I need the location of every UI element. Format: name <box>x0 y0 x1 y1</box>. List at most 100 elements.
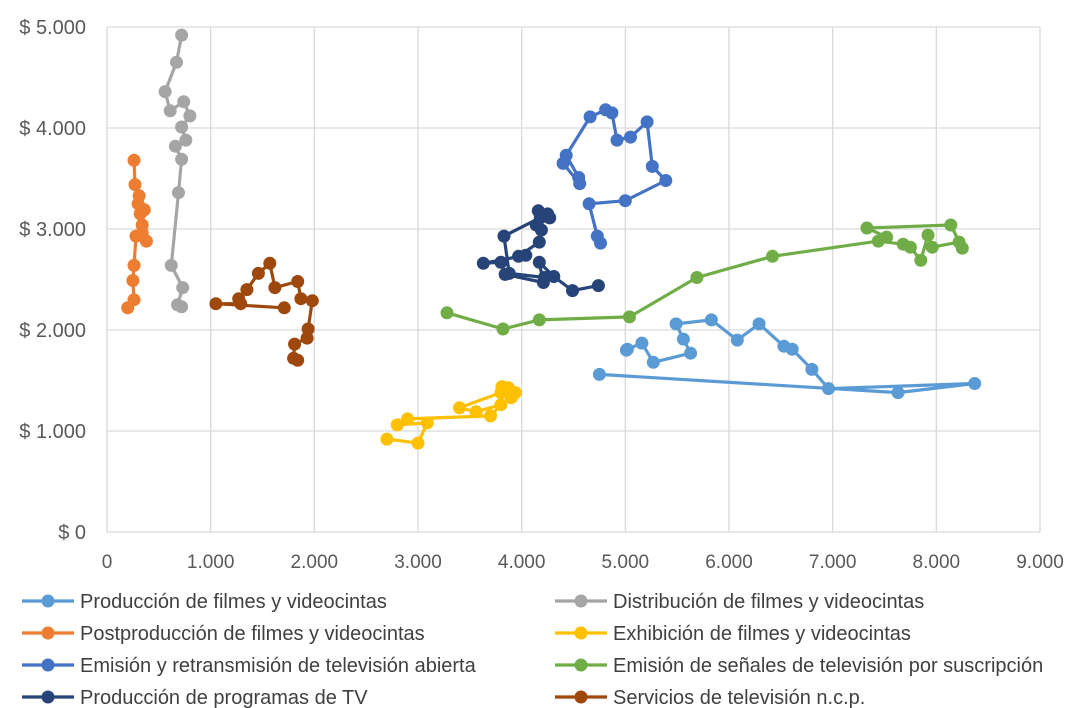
data-point <box>860 221 874 235</box>
data-point <box>669 317 683 331</box>
legend-item: Producción de filmes y videocintas <box>22 591 387 613</box>
legend-item: Servicios de televisión n.c.p. <box>555 687 865 708</box>
data-point <box>676 332 690 346</box>
data-point <box>163 104 177 118</box>
data-point <box>440 306 454 320</box>
x-tick-label: 3.000 <box>394 552 442 573</box>
data-point <box>277 301 291 315</box>
legend-swatch-marker <box>41 690 55 704</box>
data-point <box>497 229 511 243</box>
legend-label: Distribución de filmes y videocintas <box>613 591 924 613</box>
data-point <box>532 313 546 327</box>
data-point <box>175 120 189 134</box>
data-point <box>646 355 660 369</box>
legend-swatch-marker <box>41 626 55 640</box>
x-tick-label: 7.000 <box>809 552 857 573</box>
series-3 <box>380 380 522 450</box>
data-point <box>690 271 704 284</box>
data-point <box>583 110 597 124</box>
data-point <box>903 240 917 254</box>
data-point <box>127 153 141 167</box>
data-point <box>556 156 570 170</box>
data-point <box>268 281 282 295</box>
data-point <box>805 362 819 376</box>
series-line <box>597 318 977 395</box>
data-point <box>925 240 939 254</box>
data-point <box>766 249 779 263</box>
data-point <box>263 256 277 270</box>
y-axis-ticks: $ 0 $ 1.000 $ 2.000 $ 3.000 $ 4.000 $ 5.000 <box>19 17 86 544</box>
data-point <box>496 322 510 336</box>
data-point <box>301 322 315 336</box>
series-6 <box>476 204 605 298</box>
data-point <box>177 95 191 109</box>
data-point <box>401 412 415 426</box>
legend-label: Producción de programas de TV <box>80 687 368 708</box>
data-point <box>127 258 141 272</box>
data-point <box>175 152 189 166</box>
legend-label: Exhibición de filmes y videocintas <box>613 623 911 645</box>
data-point <box>592 367 606 381</box>
data-point <box>623 310 636 324</box>
data-point <box>132 189 146 203</box>
series-0 <box>592 313 982 400</box>
data-point <box>914 253 928 267</box>
x-tick-label: 2.000 <box>291 552 339 573</box>
legend-item: Exhibición de filmes y videocintas <box>555 623 911 645</box>
data-point <box>209 297 223 311</box>
data-point <box>891 386 905 400</box>
legend-item: Emisión de señales de televisión por sus… <box>555 655 1043 677</box>
legend-label: Postproducción de filmes y videocintas <box>80 623 425 645</box>
data-point <box>610 133 624 147</box>
data-point <box>176 281 190 295</box>
legend-label: Producción de filmes y videocintas <box>80 591 387 613</box>
data-point <box>170 55 183 69</box>
data-point <box>494 255 508 269</box>
data-point <box>288 337 302 351</box>
data-point <box>287 351 301 365</box>
data-point <box>752 317 766 331</box>
data-point <box>730 333 744 347</box>
data-point <box>291 275 305 288</box>
legend-swatch-marker <box>41 594 55 608</box>
data-point <box>453 401 466 415</box>
data-point <box>476 256 490 270</box>
data-point <box>168 139 182 153</box>
data-point <box>822 382 835 396</box>
y-tick-label: $ 1.000 <box>19 421 86 443</box>
x-tick-label: 9.000 <box>1016 552 1064 573</box>
data-point <box>127 293 141 307</box>
series-line <box>561 108 668 245</box>
data-point <box>704 313 718 327</box>
x-tick-label: 4.000 <box>498 552 546 573</box>
x-axis-ticks: 0 1.000 2.000 3.000 4.000 5.000 6.000 7.000 8.00… <box>102 552 1064 573</box>
data-point <box>484 409 498 423</box>
data-point <box>645 159 659 173</box>
data-point <box>640 115 654 129</box>
x-tick-label: 8.000 <box>913 552 961 573</box>
data-point <box>590 229 604 243</box>
data-point <box>294 292 308 306</box>
series-2 <box>121 153 153 315</box>
series-7 <box>209 256 319 367</box>
plot-series <box>121 28 982 450</box>
series-4 <box>556 103 673 250</box>
data-point <box>128 178 142 192</box>
data-point <box>183 109 197 123</box>
x-tick-label: 0 <box>102 552 113 573</box>
data-point <box>532 255 546 269</box>
data-point <box>619 343 633 357</box>
data-point <box>380 432 394 446</box>
legend-item: Producción de programas de TV <box>22 687 368 708</box>
data-point <box>599 103 613 117</box>
data-point <box>175 28 189 42</box>
y-tick-label: $ 2.000 <box>19 320 86 342</box>
gridlines <box>106 26 1041 533</box>
data-point <box>171 298 184 312</box>
series-1 <box>158 28 197 314</box>
legend-item: Emisión y retransmisión de televisión ab… <box>22 655 477 677</box>
data-point <box>955 241 969 255</box>
y-tick-label: $ 5.000 <box>19 17 86 39</box>
data-point <box>573 177 587 191</box>
data-point <box>880 230 894 244</box>
